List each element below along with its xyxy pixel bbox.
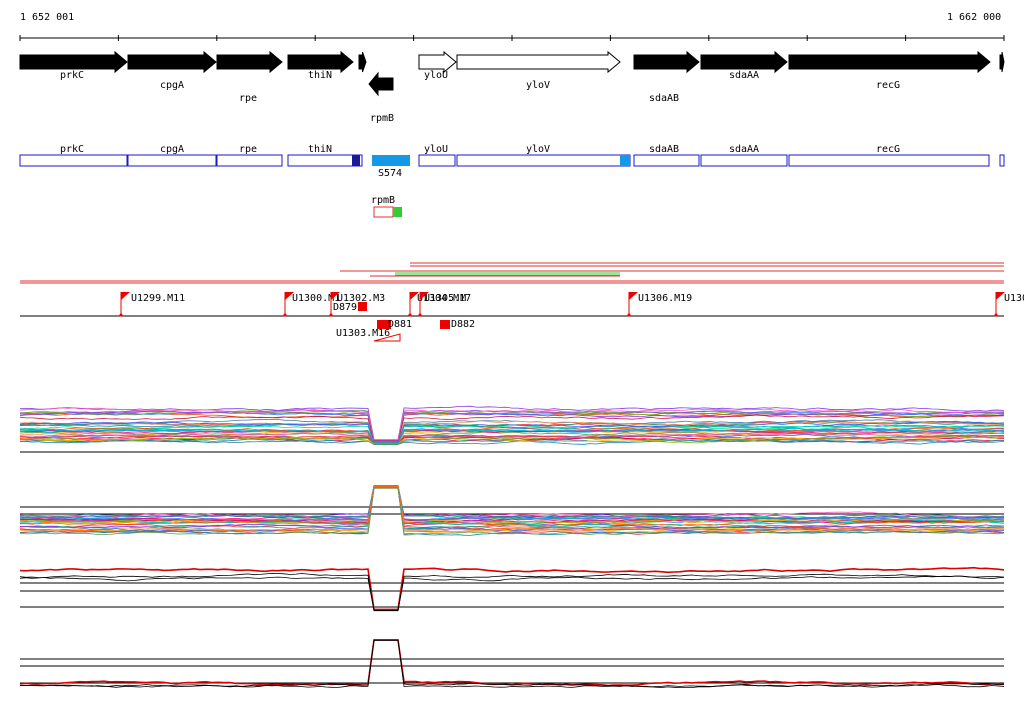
gene-track: prkC cpgA rpe thiN rpmB yloU yloV sdaAB sdaAA rec…	[19, 50, 1005, 124]
feature-box[interactable]: rpe	[216, 144, 283, 167]
gene-label: sdaAB	[649, 93, 679, 104]
gene-arrow[interactable]: rpe	[216, 50, 283, 104]
expression-profile-2	[19, 485, 1005, 536]
flag-marker-icon	[373, 333, 401, 342]
flag-marker-icon[interactable]: U1302.M3	[329, 292, 386, 317]
feature-track: prkC cpgA rpe thiN S574 yloU yloV sdaAB sdaAA rec…	[19, 144, 1005, 179]
flag-label: U1302.M3	[337, 293, 385, 304]
gene-arrow[interactable]: yloU	[418, 50, 457, 81]
feature-label: prkC	[60, 144, 84, 155]
feature-label: yloU	[424, 144, 448, 155]
flag-label: U130	[1004, 293, 1024, 304]
gene-label: cpgA	[160, 80, 184, 91]
feature-box[interactable]: cpgA	[127, 144, 217, 167]
flag-marker-icon[interactable]: U1299.M11	[119, 292, 186, 317]
feature-box[interactable]: recG	[788, 144, 990, 167]
gene-label: rpe	[239, 93, 257, 104]
gene-arrow[interactable]: sdaAA	[700, 50, 788, 81]
feature-label: thiN	[308, 144, 332, 155]
gene-label: yloU	[424, 70, 448, 81]
gene-label: yloV	[526, 80, 550, 91]
transcript-track	[20, 262, 1004, 284]
feature-label: rpe	[239, 144, 257, 155]
feature-label: sdaAB	[649, 144, 679, 155]
terminator-marker[interactable]	[377, 320, 391, 329]
rpmb-box-label: rpmB	[371, 195, 395, 206]
gene-arrow[interactable]: yloV	[456, 50, 621, 91]
gene-arrow[interactable]: recG	[788, 50, 991, 91]
terminator-marker[interactable]	[358, 302, 367, 311]
feature-box-edge	[999, 154, 1005, 167]
flag-label: U1299.M11	[131, 293, 185, 304]
flag-label: U1304.M17	[417, 293, 471, 304]
terminator-label: D879	[333, 302, 357, 313]
feature-label: cpgA	[160, 144, 184, 155]
feature-box[interactable]: sdaAB	[633, 144, 700, 167]
terminator-label: U1303.M16	[336, 328, 390, 339]
feature-box[interactable]: sdaAA	[700, 144, 788, 167]
flag-marker-icon[interactable]: U1305.M	[418, 292, 467, 317]
feature-box[interactable]: S574	[372, 155, 410, 179]
feature-box[interactable]: yloU	[418, 144, 456, 167]
gene-label: prkC	[60, 70, 84, 81]
gene-arrow[interactable]: cpgA	[127, 50, 217, 91]
flag-marker-icon[interactable]: U1306.M19	[627, 292, 693, 317]
gene-label: rpmB	[370, 113, 394, 124]
feature-label: recG	[876, 144, 900, 155]
coord-end: 1 662 000	[947, 12, 1002, 23]
gene-arrow[interactable]	[999, 51, 1005, 73]
expression-profile-4	[19, 639, 1005, 688]
flag-label: U1306.M19	[638, 293, 692, 304]
feature-box[interactable]: yloV	[456, 144, 631, 167]
gene-arrow[interactable]	[358, 51, 367, 73]
gene-arrow[interactable]: prkC	[19, 50, 128, 81]
expression-profile-3	[19, 566, 1005, 612]
terminator-marker[interactable]	[440, 320, 450, 329]
gene-arrow[interactable]: rpmB	[368, 71, 394, 124]
terminator-label: D882	[451, 319, 475, 330]
coordinate-ruler	[19, 35, 1005, 41]
gene-label: recG	[876, 80, 900, 91]
flag-marker-icon[interactable]: U1304.M17	[408, 292, 472, 317]
coord-start: 1 652 001	[20, 12, 75, 23]
gene-label: sdaAA	[729, 70, 759, 81]
flag-label: U1300.M1	[292, 293, 340, 304]
expression-profiles	[19, 405, 1005, 688]
feature-box[interactable]: prkC	[19, 144, 128, 167]
gene-label: thiN	[308, 70, 332, 81]
rpmb-feature-box[interactable]: rpmB	[371, 195, 402, 218]
feature-label: sdaAA	[729, 144, 759, 155]
flag-marker-icon[interactable]: U130	[994, 292, 1024, 317]
flag-label: U1305.M	[424, 293, 466, 304]
feature-box[interactable]: thiN	[287, 144, 363, 167]
feature-label: yloV	[526, 144, 550, 155]
gene-arrow[interactable]: sdaAB	[633, 50, 700, 104]
terminator-label: D881	[388, 319, 412, 330]
gene-arrow[interactable]: thiN	[287, 50, 354, 81]
feature-label: S574	[378, 168, 402, 179]
flag-marker-icon[interactable]: U1300.M1	[283, 292, 341, 317]
expression-profile-1	[19, 405, 1005, 453]
